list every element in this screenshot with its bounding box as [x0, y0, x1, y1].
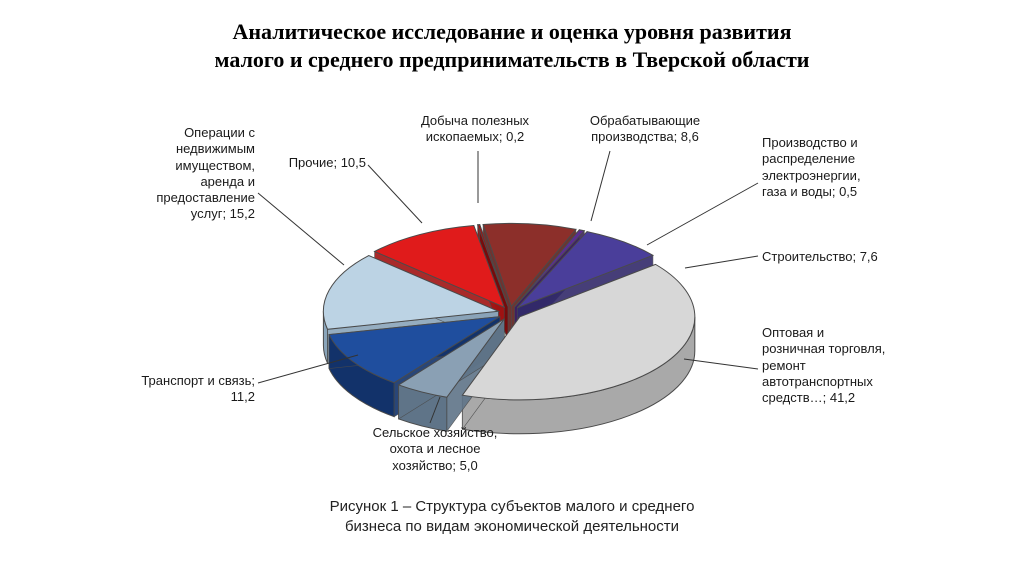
- page-title: Аналитическое исследование и оценка уров…: [0, 0, 1024, 73]
- slice-label-transport: Транспорт и связь; 11,2: [95, 373, 255, 406]
- leader-manufacturing: [591, 151, 610, 221]
- slice-label-trade: Оптовая и розничная торговля, ремонт авт…: [762, 325, 952, 406]
- figure-caption: Рисунок 1 – Структура субъектов малого и…: [0, 493, 1024, 538]
- leader-trade: [684, 359, 758, 369]
- slice-label-mining: Добыча полезных ископаемых; 0,2: [395, 113, 555, 146]
- leader-construction: [685, 256, 758, 268]
- slice-label-manufacturing: Обрабатывающие производства; 8,6: [570, 113, 720, 146]
- leader-utilities: [647, 183, 758, 245]
- slice-label-agriculture: Сельское хозяйство, охота и лесное хозяй…: [340, 425, 530, 474]
- slice-label-realestate: Операции с недвижимым имуществом, аренда…: [95, 125, 255, 223]
- pie-chart-3d: Добыча полезных ископаемых; 0,2 Обрабатыв…: [0, 73, 1024, 493]
- leader-other: [368, 165, 422, 223]
- slice-label-utilities: Производство и распределение электроэнер…: [762, 135, 932, 200]
- leader-realestate: [258, 193, 344, 265]
- slice-label-other: Прочие; 10,5: [258, 155, 366, 171]
- slice-label-construction: Строительство; 7,6: [762, 249, 932, 265]
